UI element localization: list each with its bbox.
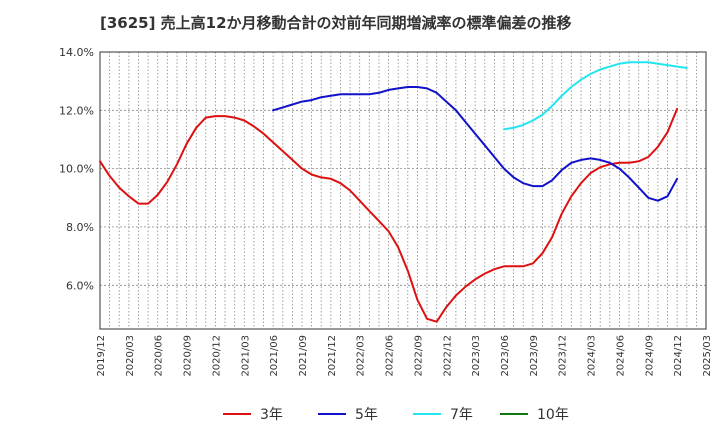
series-line-1 <box>99 107 679 323</box>
series-lines <box>99 61 688 323</box>
x-tick-label: 2022/03 <box>356 335 367 377</box>
legend-label: 3年 <box>260 407 283 423</box>
x-tick-label: 2023/12 <box>558 335 569 377</box>
legend-label: 10年 <box>537 407 569 423</box>
x-tick-label: 2023/06 <box>500 335 511 377</box>
chart-title: [3625] 売上高12か月移動合計の対前年同期増減率の標準偏差の推移 <box>100 14 572 32</box>
x-tick-label: 2021/09 <box>298 335 309 377</box>
x-tick-label: 2020/09 <box>183 335 194 377</box>
x-tick-label: 2021/06 <box>269 335 280 377</box>
legend: 3年 5年 7年 10年 <box>223 407 569 423</box>
y-tick-label: 6.0% <box>66 279 94 292</box>
x-tick-label: 2020/06 <box>154 335 165 377</box>
legend-label: 5年 <box>355 407 378 423</box>
x-tick-label: 2023/03 <box>471 335 482 377</box>
x-tick-label: 2024/09 <box>644 335 655 377</box>
x-axis-tick-labels: 2019/12 2020/03 2020/06 2020/09 2020/12 2021/… <box>96 335 713 377</box>
plot-area-frame <box>99 51 707 330</box>
x-tick-label: 2021/12 <box>327 335 338 377</box>
x-tick-label: 2020/12 <box>211 335 222 377</box>
x-tick-label: 2022/09 <box>413 335 424 377</box>
x-tick-label: 2022/06 <box>385 335 396 377</box>
gridlines <box>100 52 706 329</box>
x-tick-label: 2020/03 <box>125 335 136 377</box>
x-tick-label: 2024/03 <box>587 335 598 377</box>
x-tick-label: 2021/03 <box>240 335 251 377</box>
x-tick-label: 2024/12 <box>673 335 684 377</box>
y-tick-label: 10.0% <box>59 163 94 176</box>
x-tick-label: 2019/12 <box>96 335 107 377</box>
y-axis-tick-labels: 6.0% 8.0% 10.0% 12.0% 14.0% <box>59 46 94 292</box>
y-tick-label: 8.0% <box>66 221 94 234</box>
series-line-2 <box>272 86 679 202</box>
x-tick-label: 2025/03 <box>702 335 713 377</box>
x-tick-label: 2022/12 <box>442 335 453 377</box>
x-tick-label: 2024/06 <box>615 335 626 377</box>
series-line-3 <box>503 61 688 131</box>
legend-label: 7年 <box>450 407 473 423</box>
y-tick-label: 12.0% <box>59 104 94 117</box>
x-tick-label: 2023/09 <box>529 335 540 377</box>
y-tick-label: 14.0% <box>59 46 94 59</box>
